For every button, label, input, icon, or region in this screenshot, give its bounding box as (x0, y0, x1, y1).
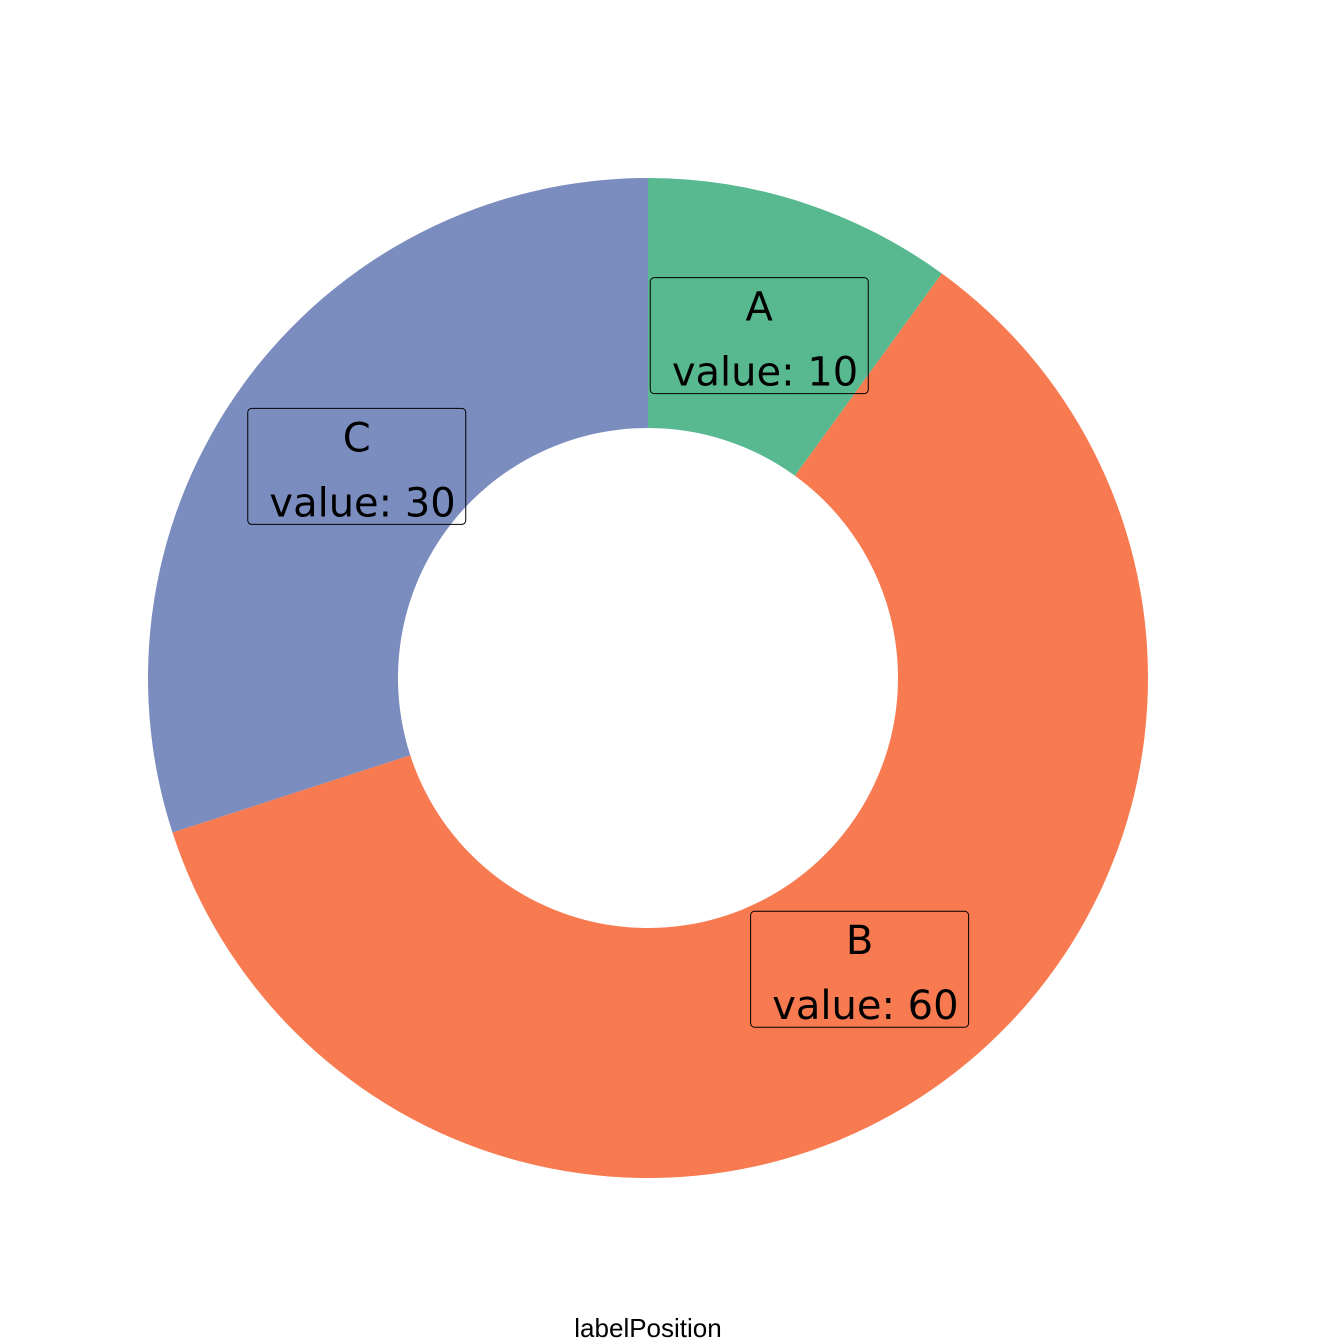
label-category-b: B (846, 918, 873, 964)
label-category-a: A (746, 285, 774, 331)
label-value-c: value: 30 (269, 480, 455, 526)
donut-slices (148, 178, 1148, 1178)
label-value-b: value: 60 (772, 983, 958, 1029)
x-axis-title: labelPosition (574, 1313, 721, 1343)
label-value-a: value: 10 (672, 350, 858, 396)
label-category-c: C (343, 415, 371, 461)
